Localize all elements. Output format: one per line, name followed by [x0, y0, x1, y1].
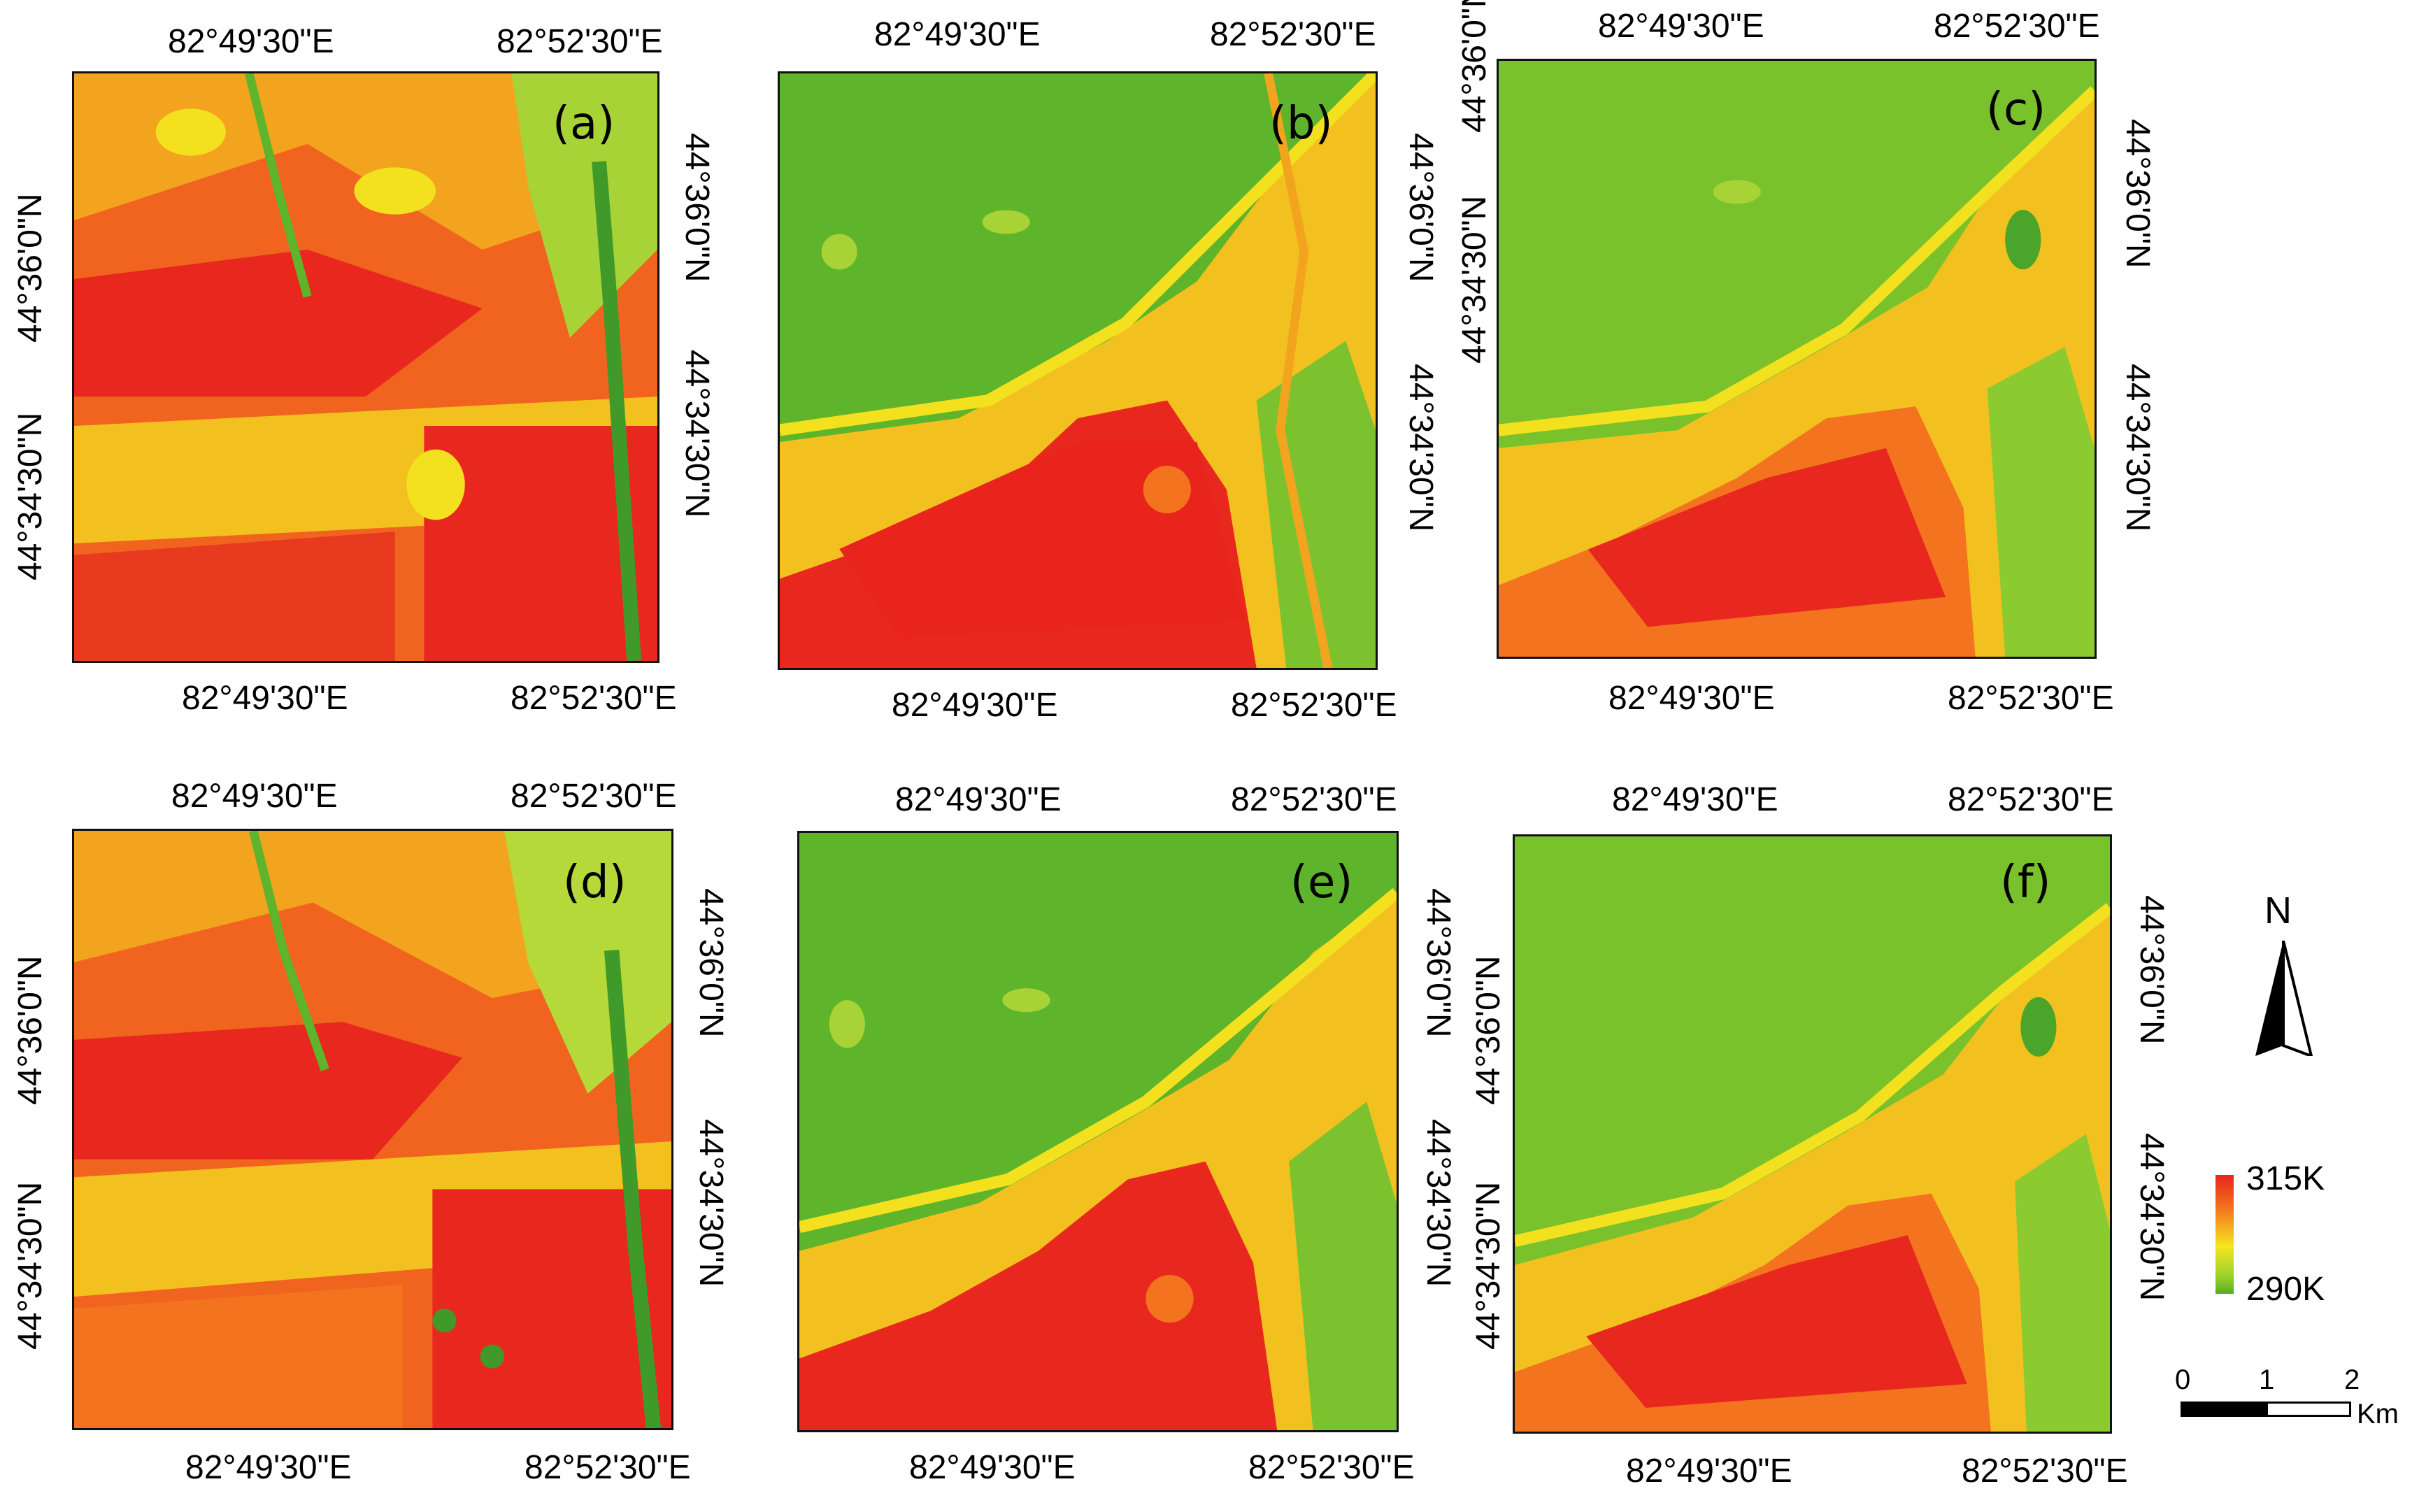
lon-bottom-2: 82°52'30"E — [511, 680, 677, 717]
lat-left-2: 44°36'0"N — [12, 955, 49, 1105]
lon-top-1: 82°49'30"E — [168, 23, 334, 60]
lon-bottom-2: 82°52'30"E — [1962, 1453, 2128, 1490]
lat-left-1: 44°34'30"N — [12, 412, 49, 580]
scale-tick-2: 2 — [2344, 1364, 2360, 1395]
lat-left-1: 44°34'30"N — [1470, 1181, 1507, 1350]
lst-map-b — [780, 73, 1376, 668]
lon-bottom-1: 82°49'30"E — [1626, 1453, 1792, 1490]
lat-right-2: 44°36'0"N — [1402, 133, 1439, 283]
lst-map-f — [1515, 836, 2110, 1432]
lon-top-1: 82°49'30"E — [895, 781, 1062, 818]
map-c — [1497, 59, 2097, 659]
lon-top-2: 82°52'30"E — [1210, 16, 1376, 53]
lon-bottom-2: 82°52'30"E — [1231, 687, 1397, 724]
lat-right-2: 44°36'0"N — [2133, 895, 2170, 1045]
lat-right-2: 44°36'0"N — [678, 133, 715, 283]
scale-segment-white — [2266, 1402, 2351, 1417]
scale-unit: Km — [2357, 1399, 2399, 1429]
lon-top-2: 82°52'30"E — [511, 778, 677, 815]
north-arrow: N — [2245, 892, 2322, 1060]
lat-left-2: 44°36'0"N — [12, 193, 49, 343]
lat-right-2: 44°36'0"N — [692, 888, 729, 1038]
lon-top-1: 82°49'30"E — [1598, 8, 1764, 45]
map-b — [778, 71, 1378, 670]
north-arrow-icon — [2255, 941, 2313, 1056]
lat-right-1: 44°34'30"N — [1420, 1119, 1457, 1288]
panel-label-f: (f) — [2000, 857, 2051, 908]
lon-bottom-1: 82°49'30"E — [909, 1449, 1076, 1486]
legend-max-label: 315K — [2246, 1160, 2325, 1197]
lon-top-1: 82°49'30"E — [874, 16, 1041, 53]
lat-left-1: 44°34'30"N — [12, 1181, 49, 1350]
lon-bottom-2: 82°52'30"E — [525, 1449, 691, 1486]
lat-right-2: 44°36'0"N — [2119, 119, 2156, 269]
legend-min-label: 290K — [2246, 1271, 2325, 1308]
lst-map-e — [799, 833, 1397, 1430]
lst-map-d — [74, 831, 671, 1428]
lon-top-1: 82°49'30"E — [171, 778, 338, 815]
lon-top-2: 82°52'30"E — [1934, 8, 2100, 45]
panel-label-d: (d) — [563, 857, 627, 908]
lat-left-2: 44°36'0"N — [1456, 0, 1493, 133]
lat-right-1: 44°34'30"N — [1402, 364, 1439, 532]
lon-top-2: 82°52'30"E — [1231, 781, 1397, 818]
panel-label-b: (b) — [1269, 98, 1333, 150]
scale-tick-0: 0 — [2175, 1364, 2191, 1395]
lst-map-a — [74, 73, 657, 661]
lat-right-1: 44°34'30"N — [2119, 364, 2156, 532]
north-label: N — [2264, 890, 2292, 932]
panel-label-c: (c) — [1986, 84, 2046, 136]
lat-right-1: 44°34'30"N — [678, 350, 715, 518]
panel-label-e: (e) — [1290, 857, 1353, 908]
lon-bottom-2: 82°52'30"E — [1948, 680, 2114, 717]
lon-bottom-1: 82°49'30"E — [1608, 680, 1775, 717]
map-a — [72, 71, 659, 663]
lon-top-2: 82°52'30"E — [1948, 781, 2114, 818]
lon-top-1: 82°49'30"E — [1612, 781, 1778, 818]
map-d — [72, 829, 673, 1430]
lon-top-2: 82°52'30"E — [497, 23, 663, 60]
lat-right-2: 44°36'0"N — [1420, 888, 1457, 1038]
lat-right-1: 44°34'30"N — [2133, 1133, 2170, 1301]
lst-map-c — [1499, 61, 2095, 657]
lat-right-1: 44°34'30"N — [692, 1119, 729, 1288]
lon-bottom-1: 82°49'30"E — [185, 1449, 352, 1486]
scale-tick-1: 1 — [2259, 1364, 2275, 1395]
map-f — [1513, 834, 2112, 1434]
legend-color-ramp — [2215, 1175, 2234, 1294]
lat-left-2: 44°36'0"N — [1470, 955, 1507, 1105]
lon-bottom-1: 82°49'30"E — [182, 680, 348, 717]
scale-segment-black — [2181, 1402, 2266, 1417]
map-e — [797, 831, 1399, 1432]
panel-label-a: (a) — [552, 98, 615, 150]
lon-bottom-2: 82°52'30"E — [1248, 1449, 1415, 1486]
lat-left-1: 44°34'30"N — [1456, 195, 1493, 364]
lon-bottom-1: 82°49'30"E — [892, 687, 1058, 724]
